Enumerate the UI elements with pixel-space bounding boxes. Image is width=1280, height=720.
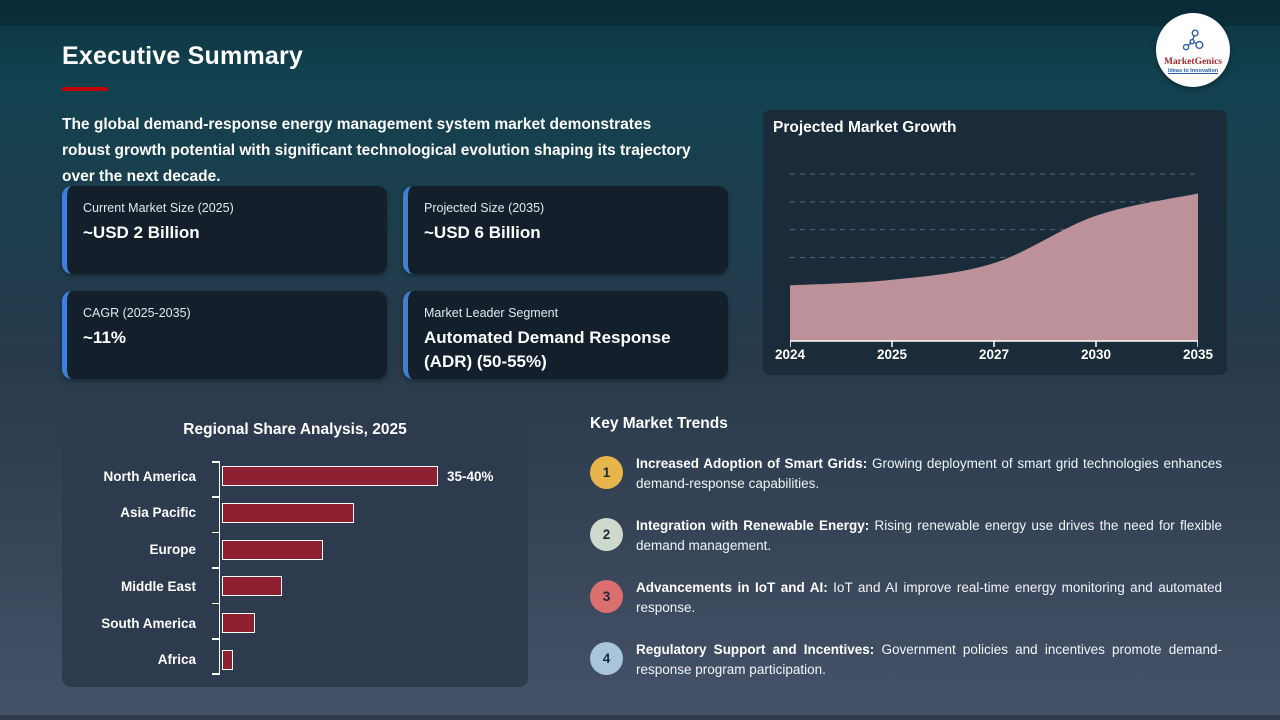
bar (222, 613, 255, 634)
x-tick-label: 2035 (1182, 347, 1214, 362)
bar-track (222, 576, 510, 597)
trend-lead: Advancements in IoT and AI: (636, 580, 828, 595)
trend-item: 4 Regulatory Support and Incentives: Gove… (590, 640, 1222, 679)
kpi-card: Market Leader Segment Automated Demand Re… (403, 291, 728, 379)
molecule-icon (1182, 29, 1204, 51)
bar-track (222, 649, 510, 670)
kpi-card: Projected Size (2035) ~USD 6 Billion (403, 186, 728, 274)
growth-chart-title: Projected Market Growth (773, 119, 957, 136)
kpi-value: ~USD 2 Billion (83, 223, 200, 242)
regional-share-panel: Regional Share Analysis, 2025 North Amer… (62, 409, 528, 687)
bar-row: Europe (78, 539, 510, 561)
bar-track (222, 539, 510, 560)
axis-tick (212, 496, 220, 498)
bar-category-label: Asia Pacific (120, 505, 196, 521)
key-market-trends-section: Key Market Trends 1 Increased Adoption of… (590, 409, 1222, 702)
axis-tick (212, 638, 220, 640)
area-chart (789, 150, 1199, 350)
bar-track: 35-40% (222, 466, 510, 486)
bar-row: North America 35-40% (78, 465, 510, 487)
intro-paragraph: The global demand-response energy manage… (62, 116, 691, 185)
trend-lead: Increased Adoption of Smart Grids: (636, 456, 868, 471)
trend-number-badge: 2 (590, 518, 623, 551)
bar-row: Asia Pacific (78, 502, 510, 524)
trend-item: 2 Integration with Renewable Energy: Risi… (590, 516, 1222, 555)
x-tick-label: 2024 (774, 347, 806, 362)
bar-chart: North America 35-40% Asia Pacific Europe Mid… (78, 461, 510, 675)
kpi-label: CAGR (2025-2035) (83, 306, 191, 320)
axis-tick (212, 602, 220, 605)
axis-tick (212, 567, 220, 569)
area-chart-x-axis-labels: 2024 2025 2027 2030 2035 (775, 347, 1213, 365)
bar (222, 502, 355, 523)
trend-list: 1 Increased Adoption of Smart Grids: Grow… (590, 454, 1222, 679)
bar-row: Africa (78, 649, 510, 671)
bottom-edge-strip (0, 715, 1280, 720)
axis-tick (212, 461, 220, 463)
kpi-value: Automated Demand Response (ADR) (50-55%) (424, 328, 671, 371)
projected-market-growth-panel: Projected Market Growth 2024 2025 2027 2030… (763, 110, 1227, 375)
kpi-card: Current Market Size (2025) ~USD 2 Billion (62, 186, 387, 274)
x-tick-label: 2027 (978, 347, 1010, 362)
trend-item: 3 Advancements in IoT and AI: IoT and AI … (590, 578, 1222, 617)
trend-lead: Regulatory Support and Incentives: (636, 642, 875, 657)
bar-category-label: South America (101, 615, 196, 631)
bar-category-label: North America (103, 468, 196, 484)
trend-number-badge: 1 (590, 456, 623, 489)
bar (222, 466, 438, 486)
bar-chart-rows: North America 35-40% Asia Pacific Europe Mid… (78, 465, 510, 671)
trend-text: Increased Adoption of Smart Grids: Growi… (636, 456, 1222, 491)
bar-chart-title: Regional Share Analysis, 2025 (183, 421, 407, 438)
kpi-value: ~USD 6 Billion (424, 223, 541, 242)
top-shade-band (0, 0, 1280, 26)
bar-category-label: Middle East (120, 578, 196, 594)
bar-track (222, 502, 510, 523)
bar-chart-axis (212, 461, 220, 675)
axis-tick (212, 673, 220, 675)
trends-title: Key Market Trends (590, 415, 728, 432)
bar (222, 649, 233, 670)
kpi-label: Projected Size (2035) (424, 201, 545, 215)
trend-item: 1 Increased Adoption of Smart Grids: Grow… (590, 454, 1222, 493)
bar-row: South America (78, 612, 510, 634)
trend-text: Integration with Renewable Energy: Risin… (636, 518, 1222, 553)
brand-logo: MarketGenics Ideas to Innovation (1156, 13, 1230, 87)
bar (222, 576, 283, 597)
axis-tick (212, 531, 220, 534)
x-tick-label: 2030 (1080, 347, 1112, 362)
logo-brand-text: MarketGenics (1163, 57, 1223, 67)
kpi-label: Current Market Size (2025) (83, 201, 234, 215)
trend-text: Regulatory Support and Incentives: Gover… (636, 642, 1222, 677)
area-series (790, 193, 1198, 341)
bar-row: Middle East (78, 575, 510, 597)
bar-data-label: 35-40% (447, 468, 494, 484)
kpi-card: CAGR (2025-2035) ~11% (62, 291, 387, 379)
bar-category-label: Africa (157, 652, 196, 668)
logo-tagline: Ideas to Innovation (1167, 68, 1219, 74)
page-title: Executive Summary (62, 42, 304, 70)
kpi-value: ~11% (83, 328, 127, 347)
bar-track (222, 613, 510, 634)
trend-number-badge: 4 (590, 642, 623, 675)
kpi-card-grid: Current Market Size (2025) ~USD 2 Billion… (62, 186, 728, 379)
area-chart-svg (789, 173, 1199, 347)
kpi-label: Market Leader Segment (424, 306, 559, 320)
trend-number-badge: 3 (590, 580, 623, 613)
x-tick-label: 2025 (876, 347, 908, 362)
title-accent-underline (62, 87, 108, 91)
bar-category-label: Europe (149, 542, 196, 558)
trend-text: Advancements in IoT and AI: IoT and AI i… (636, 580, 1222, 615)
bar (222, 539, 323, 560)
trend-lead: Integration with Renewable Energy: (636, 518, 870, 533)
